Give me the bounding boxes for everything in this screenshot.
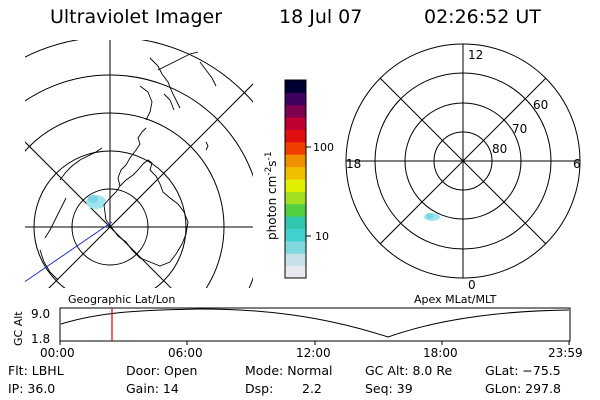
- x-tick-label-1: 06:00: [168, 346, 203, 360]
- info-door: Door: Open: [126, 363, 198, 378]
- date-label: 18 Jul 07: [279, 6, 363, 28]
- colorbar-segment: [285, 203, 306, 217]
- colorbar-segment: [285, 117, 306, 130]
- mlt-label-12: 12: [468, 48, 483, 62]
- colorbar: [285, 80, 306, 279]
- altitude-ymax: 9.0: [31, 307, 50, 321]
- mlt-grid: [345, 43, 581, 279]
- colorbar-segment: [285, 104, 306, 118]
- satellite-track: [25, 221, 113, 283]
- colorbar-segment: [285, 129, 306, 143]
- colorbar-segment: [285, 166, 306, 180]
- aurora-core: [88, 195, 98, 203]
- x-tick-label-2: 12:00: [296, 346, 331, 360]
- meridian-ne: [109, 83, 253, 228]
- altitude-strip-frame: [59, 307, 571, 342]
- meridian-se: [109, 226, 172, 288]
- info-glat: GLat: −75.5: [485, 363, 561, 378]
- mlat-label-70: 70: [512, 122, 527, 136]
- colorbar-segment: [285, 92, 306, 106]
- apex-caption: Apex MLat/MLT: [414, 293, 497, 306]
- colorbar-segment: [285, 179, 306, 192]
- mlat-label-80: 80: [492, 142, 507, 156]
- info-mode: Mode: Normal: [245, 363, 333, 378]
- x-tick-label-0: 00:00: [40, 346, 75, 360]
- geographic-map: [25, 40, 253, 288]
- colorbar-frame: [284, 79, 307, 279]
- geographic-caption: Geographic Lat/Lon: [68, 293, 175, 306]
- meridian-nw: [25, 141, 111, 228]
- info-seq: Seq: 39: [365, 381, 413, 396]
- colorbar-segment: [285, 253, 306, 267]
- colorbar-segment: [285, 265, 306, 279]
- info-glon: GLon: 297.8: [485, 381, 561, 396]
- colorbar-segment: [285, 216, 306, 229]
- mlt-label-0: 0: [468, 278, 476, 292]
- colorbar-label-100: 100: [313, 141, 334, 154]
- mlt-label-6: 6: [573, 157, 581, 171]
- colorbar-segment: [285, 80, 306, 93]
- meridian-sw: [48, 226, 111, 288]
- colorbar-segment: [285, 240, 306, 254]
- info-flt: Flt: LBHL: [8, 363, 64, 378]
- colorbar-label-10: 10: [315, 230, 329, 243]
- info-dsp-value: 2.2: [302, 381, 322, 396]
- info-ip: IP: 36.0: [8, 381, 56, 396]
- mlt-label-18: 18: [346, 157, 361, 171]
- colorbar-segment: [285, 141, 306, 155]
- coastlines: [39, 51, 217, 281]
- info-dsp-label: Dsp:: [245, 381, 274, 396]
- colorbar-segment: [285, 228, 306, 242]
- info-gain: Gain: 14: [126, 381, 179, 396]
- x-tick-label-3: 18:00: [423, 346, 458, 360]
- mlt-line-diag-2: [379, 77, 547, 245]
- mlat-label-60: 60: [533, 98, 548, 112]
- colorbar-unit-label: photon cm-2s-1: [264, 151, 279, 240]
- altitude-ymin: 1.8: [31, 332, 50, 346]
- x-tick-label-4: 23:59: [548, 346, 583, 360]
- aurora-core-mlt: [426, 213, 434, 219]
- instrument-title: Ultraviolet Imager: [50, 6, 223, 28]
- info-gc-alt: GC Alt: 8.0 Re: [365, 363, 453, 378]
- altitude-ylabel: GC Alt: [12, 311, 25, 346]
- colorbar-segment: [285, 154, 306, 168]
- colorbar-segment: [285, 191, 306, 205]
- time-label: 02:26:52 UT: [424, 6, 541, 28]
- altitude-curve: [60, 308, 570, 338]
